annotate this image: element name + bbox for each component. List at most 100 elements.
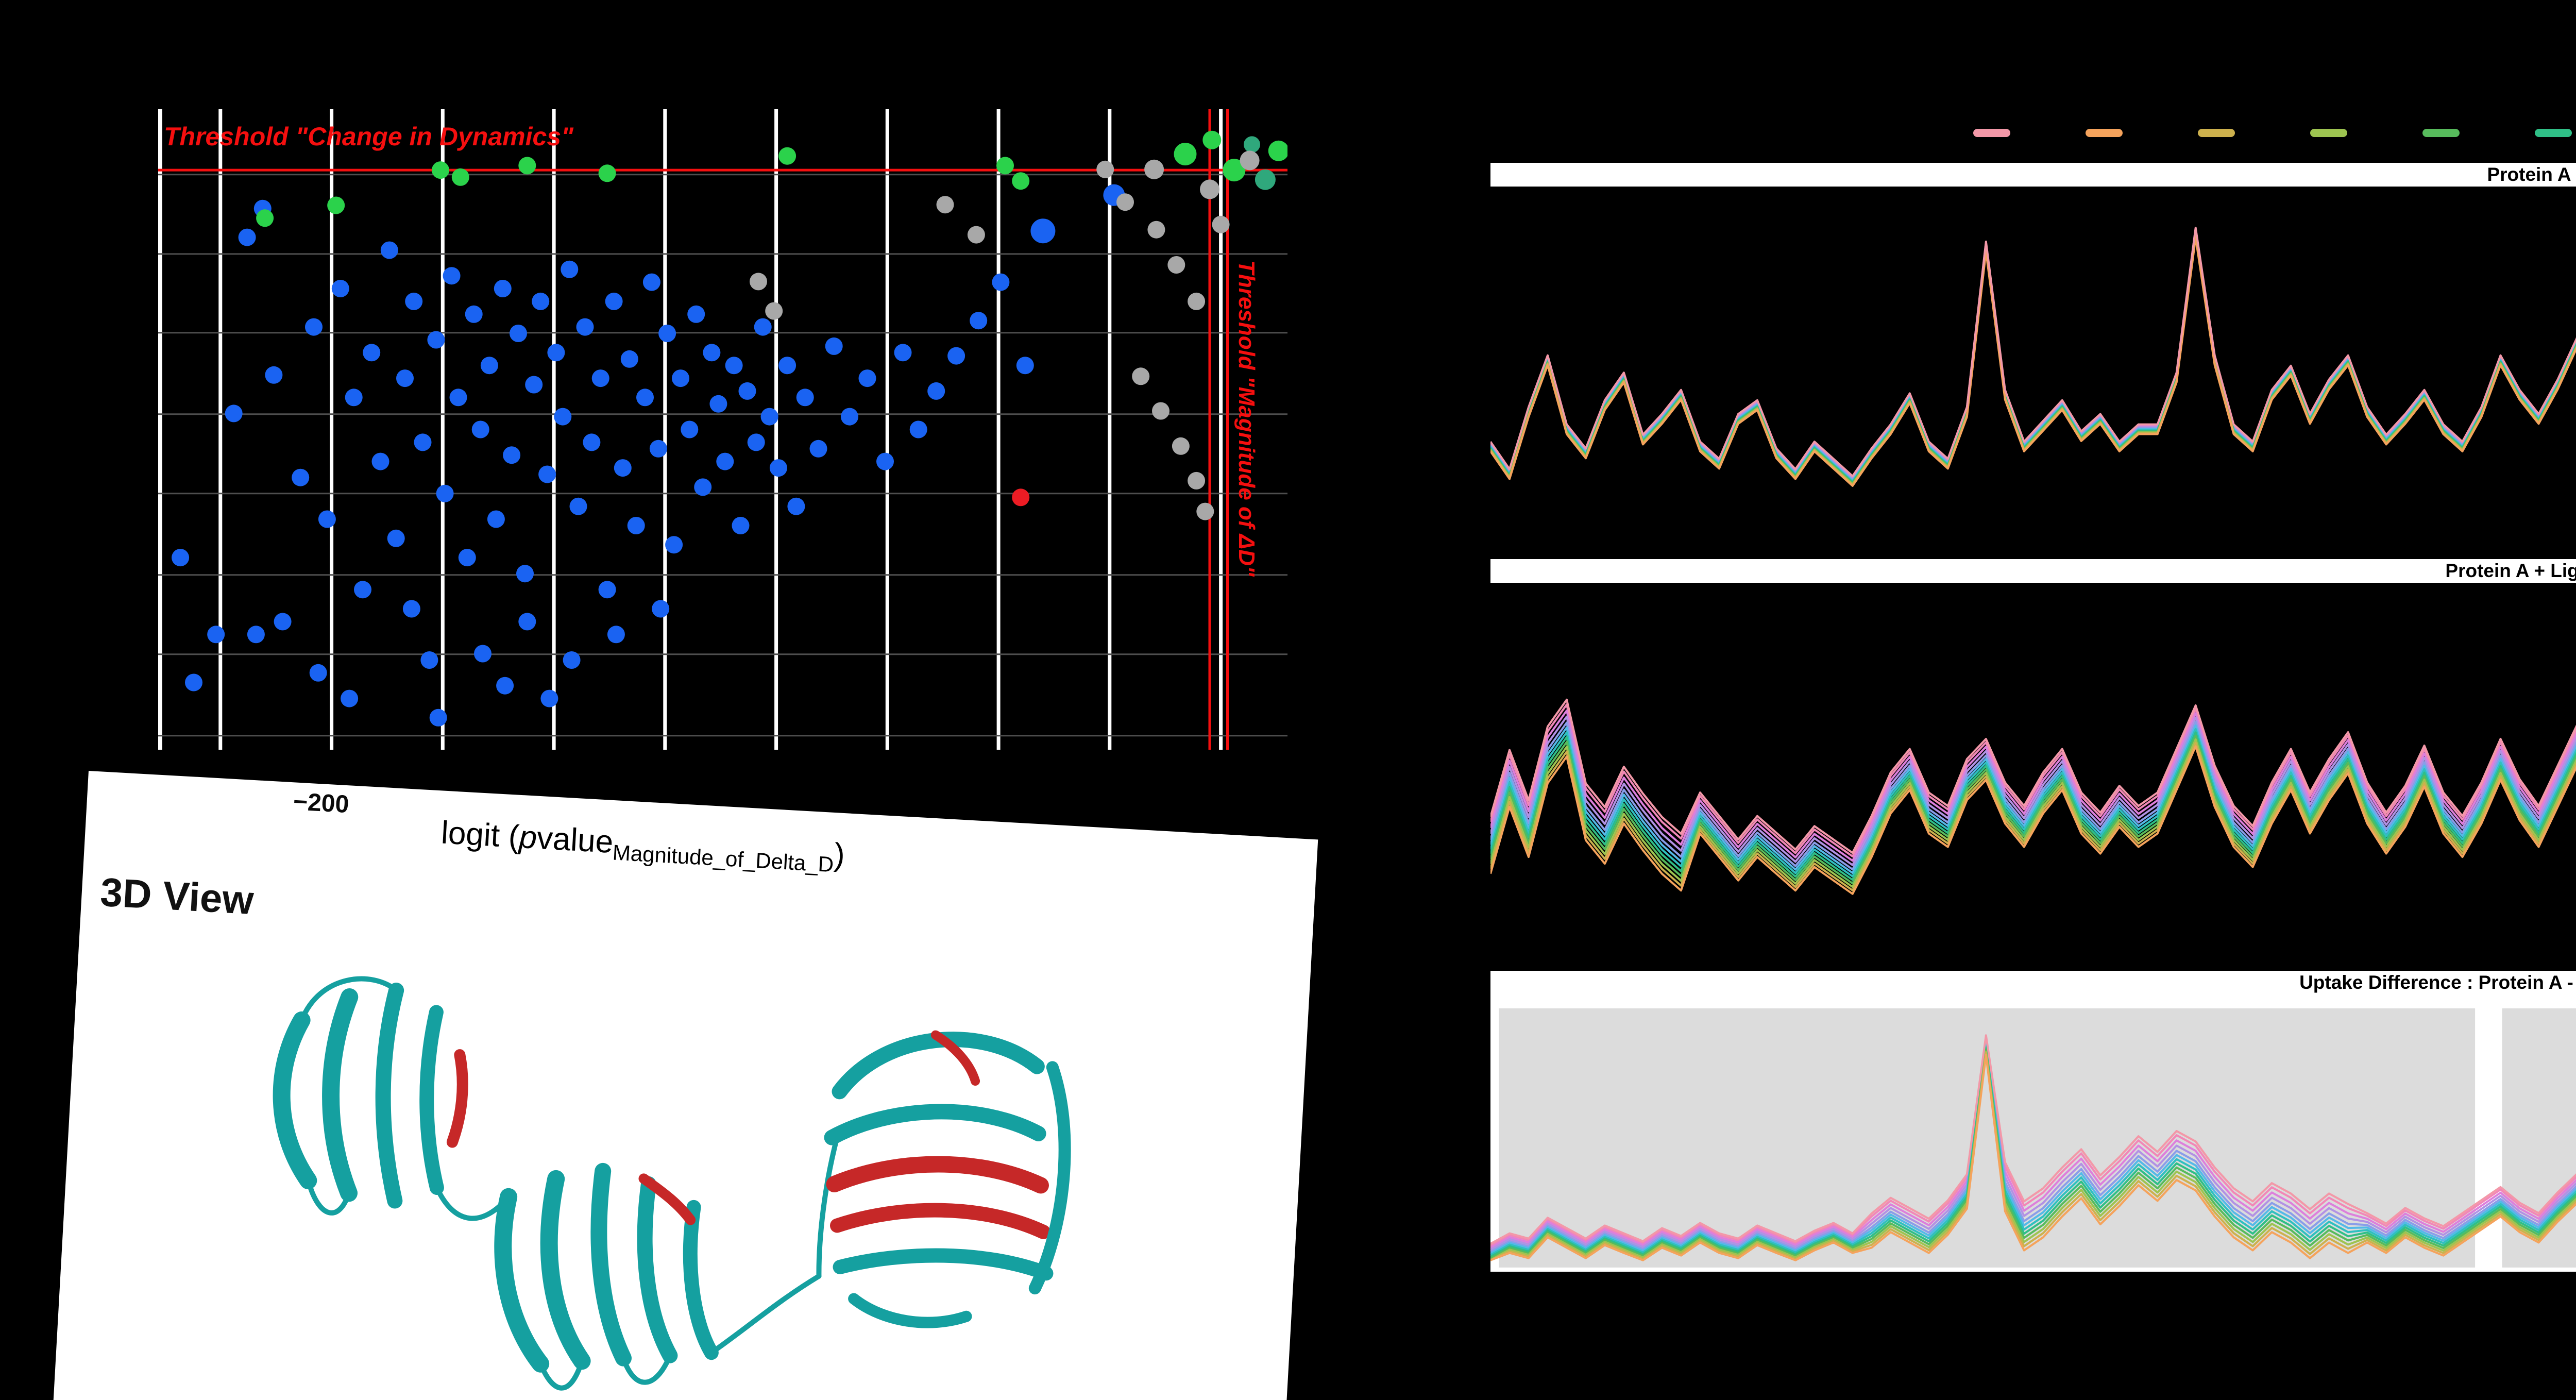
- scatter-point[interactable]: [449, 389, 467, 407]
- scatter-point[interactable]: [825, 337, 843, 355]
- scatter-point[interactable]: [1152, 402, 1170, 420]
- scatter-point[interactable]: [1223, 159, 1246, 182]
- scatter-point[interactable]: [405, 292, 423, 310]
- scatter-point[interactable]: [354, 581, 371, 599]
- scatter-point[interactable]: [876, 452, 894, 470]
- scatter-point[interactable]: [598, 164, 616, 182]
- scatter-point[interactable]: [380, 241, 398, 259]
- scatter-point[interactable]: [787, 497, 805, 515]
- scatter-point[interactable]: [387, 529, 405, 547]
- scatter-point[interactable]: [525, 376, 543, 394]
- scatter-point[interactable]: [510, 325, 527, 342]
- scatter-point[interactable]: [238, 228, 256, 246]
- scatter-point[interactable]: [225, 404, 243, 423]
- scatter-point[interactable]: [496, 677, 514, 695]
- legend-dash[interactable]: [2086, 129, 2123, 137]
- scatter-point[interactable]: [1212, 215, 1230, 233]
- scatter-point[interactable]: [642, 273, 660, 291]
- scatter-point[interactable]: [747, 433, 765, 451]
- scatter-point[interactable]: [652, 600, 670, 618]
- scatter-point[interactable]: [538, 465, 556, 483]
- scatter-point[interactable]: [769, 459, 787, 477]
- scatter-point[interactable]: [436, 484, 454, 502]
- scatter-point[interactable]: [1167, 256, 1185, 274]
- scatter-point[interactable]: [709, 395, 727, 413]
- scatter-point[interactable]: [1144, 159, 1164, 179]
- scatter-point[interactable]: [420, 651, 438, 669]
- scatter-point[interactable]: [563, 651, 581, 669]
- scatter-point[interactable]: [627, 517, 645, 534]
- scatter-point[interactable]: [432, 161, 449, 179]
- chart-protein-a-svg[interactable]: [1490, 189, 2576, 555]
- scatter-point[interactable]: [614, 459, 632, 477]
- scatter-point[interactable]: [738, 382, 756, 400]
- scatter-point[interactable]: [1132, 367, 1150, 385]
- scatter-point[interactable]: [429, 709, 447, 727]
- legend-dash[interactable]: [2310, 129, 2347, 137]
- scatter-point[interactable]: [927, 382, 945, 400]
- scatter-point[interactable]: [576, 318, 594, 336]
- scatter-point[interactable]: [363, 344, 381, 362]
- scatter-point[interactable]: [936, 196, 954, 214]
- scatter-point[interactable]: [967, 226, 985, 244]
- scatter-point[interactable]: [607, 626, 625, 644]
- scatter-point[interactable]: [605, 292, 623, 310]
- scatter-point[interactable]: [1012, 172, 1030, 190]
- scatter-point[interactable]: [443, 267, 461, 285]
- scatter-point[interactable]: [494, 280, 512, 297]
- scatter-point[interactable]: [583, 433, 601, 451]
- scatter-point[interactable]: [778, 147, 796, 165]
- scatter-point[interactable]: [1244, 136, 1260, 153]
- scatter-point[interactable]: [305, 318, 323, 336]
- scatter-point[interactable]: [554, 408, 572, 426]
- scatter-point[interactable]: [1268, 140, 1287, 161]
- scatter-point[interactable]: [540, 689, 558, 707]
- scatter-point[interactable]: [561, 260, 579, 278]
- scatter-point[interactable]: [796, 389, 814, 407]
- scatter-point[interactable]: [970, 312, 988, 330]
- scatter-point[interactable]: [547, 344, 565, 362]
- scatter-point[interactable]: [516, 565, 534, 583]
- scatter-point[interactable]: [532, 292, 550, 310]
- scatter-point[interactable]: [765, 302, 783, 320]
- scatter-point[interactable]: [1240, 150, 1260, 171]
- scatter-point[interactable]: [750, 273, 767, 291]
- scatter-point[interactable]: [947, 347, 965, 365]
- scatter-point[interactable]: [681, 420, 699, 438]
- scatter-point[interactable]: [518, 157, 536, 175]
- scatter-point[interactable]: [649, 440, 667, 458]
- scatter-point[interactable]: [274, 613, 292, 631]
- scatter-point[interactable]: [598, 581, 616, 599]
- scatter-point[interactable]: [345, 389, 363, 407]
- scatter-point[interactable]: [591, 369, 609, 387]
- scatter-point[interactable]: [327, 196, 345, 214]
- scatter-point[interactable]: [569, 497, 587, 515]
- scatter-point[interactable]: [503, 446, 521, 464]
- scatter-point[interactable]: [636, 389, 654, 407]
- scatter-point[interactable]: [309, 664, 327, 682]
- scatter-point[interactable]: [1255, 169, 1276, 190]
- scatter-point[interactable]: [471, 420, 489, 438]
- scatter-point[interactable]: [1172, 437, 1190, 455]
- scatter-point[interactable]: [465, 305, 483, 323]
- scatter-point[interactable]: [658, 325, 676, 342]
- scatter-point[interactable]: [247, 626, 265, 644]
- scatter-point[interactable]: [265, 366, 283, 384]
- scatter-point[interactable]: [480, 357, 498, 375]
- scatter-point[interactable]: [703, 344, 721, 362]
- scatter-point[interactable]: [778, 357, 796, 375]
- scatter-point[interactable]: [318, 510, 336, 528]
- protein-structure-viewer[interactable]: [176, 932, 1129, 1400]
- legend-dash[interactable]: [1973, 129, 2010, 137]
- scatter-point[interactable]: [732, 517, 750, 534]
- scatter-point[interactable]: [1016, 357, 1034, 375]
- scatter-point[interactable]: [402, 600, 420, 618]
- scatter-point[interactable]: [292, 468, 310, 486]
- scatter-point[interactable]: [207, 626, 225, 644]
- scatter-point[interactable]: [1200, 179, 1219, 199]
- scatter-point[interactable]: [185, 673, 202, 691]
- scatter-point[interactable]: [331, 280, 349, 297]
- legend-dash[interactable]: [2535, 129, 2572, 137]
- scatter-point[interactable]: [1202, 130, 1222, 149]
- volcano-svg[interactable]: [158, 109, 1287, 750]
